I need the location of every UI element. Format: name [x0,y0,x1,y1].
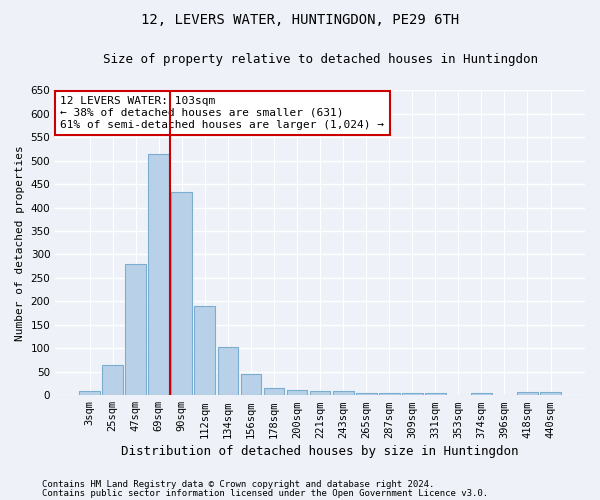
Bar [402,393,422,395]
Y-axis label: Number of detached properties: Number of detached properties [15,145,25,340]
Bar [79,390,100,395]
Bar [333,392,353,395]
Bar [172,192,192,395]
Bar [125,264,146,395]
Bar [540,392,561,395]
Bar [471,393,492,395]
Bar [379,393,400,395]
Bar [102,364,123,395]
Bar [425,393,446,395]
Bar [517,392,538,395]
Bar [263,388,284,395]
Bar [194,306,215,395]
Text: 12, LEVERS WATER, HUNTINGDON, PE29 6TH: 12, LEVERS WATER, HUNTINGDON, PE29 6TH [141,12,459,26]
Bar [310,390,331,395]
Text: Contains HM Land Registry data © Crown copyright and database right 2024.: Contains HM Land Registry data © Crown c… [42,480,434,489]
X-axis label: Distribution of detached houses by size in Huntingdon: Distribution of detached houses by size … [121,444,519,458]
Bar [218,348,238,395]
Title: Size of property relative to detached houses in Huntingdon: Size of property relative to detached ho… [103,52,538,66]
Text: Contains public sector information licensed under the Open Government Licence v3: Contains public sector information licen… [42,489,488,498]
Bar [148,154,169,395]
Bar [287,390,307,395]
Bar [241,374,262,395]
Bar [356,393,377,395]
Text: 12 LEVERS WATER: 103sqm
← 38% of detached houses are smaller (631)
61% of semi-d: 12 LEVERS WATER: 103sqm ← 38% of detache… [61,96,385,130]
